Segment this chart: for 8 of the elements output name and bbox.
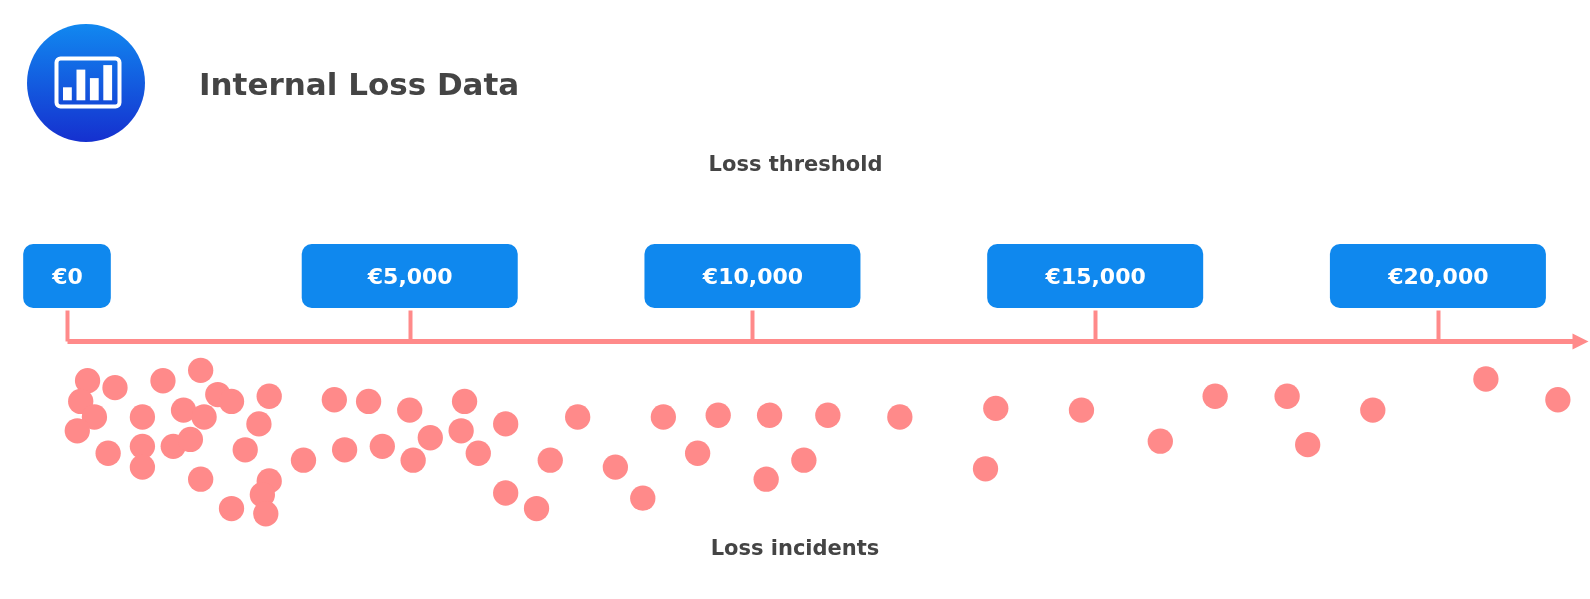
x-tick-label: €5,000 bbox=[366, 263, 453, 289]
x-axis-title: Loss threshold bbox=[708, 151, 883, 176]
x-tick-label: €15,000 bbox=[1044, 263, 1146, 289]
text: Loss incidents bbox=[710, 536, 880, 560]
chart-title: Internal Loss Data bbox=[199, 66, 520, 102]
x-tick-label: €20,000 bbox=[1387, 263, 1489, 289]
x-tick-label: €10,000 bbox=[701, 263, 804, 289]
x-tick-label: €0 bbox=[51, 263, 83, 289]
